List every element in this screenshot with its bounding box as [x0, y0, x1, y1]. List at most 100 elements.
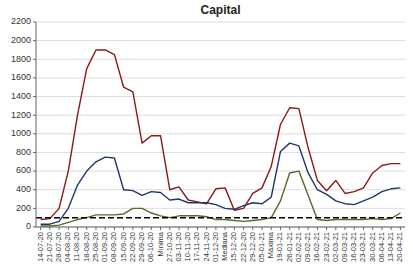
x-tick-label: Mediana	[220, 231, 229, 261]
x-tick	[114, 227, 115, 230]
x-tick-label: 05-01-21	[257, 232, 266, 262]
y-tick-label: 0	[26, 221, 31, 231]
x-tick-label: 06-04-21	[377, 232, 386, 262]
series-line	[41, 143, 401, 224]
y-tick-label: 2200	[11, 16, 31, 26]
x-tick-label: 01-12-20	[211, 232, 220, 262]
threshold-line	[36, 217, 405, 219]
x-tick	[151, 227, 152, 230]
grid-line	[36, 77, 405, 78]
x-tick	[188, 227, 189, 230]
x-tick-label: Mínima	[156, 231, 165, 256]
x-tick	[132, 227, 133, 230]
x-tick-label: 06-10-20	[146, 232, 155, 262]
x-tick-label: 01-09-20	[100, 232, 109, 262]
x-tick-label: 13-04-21	[386, 232, 395, 262]
y-tick-label: 600	[16, 165, 31, 175]
x-tick	[345, 227, 346, 230]
grid-line	[36, 171, 405, 172]
x-tick-label: Máxima	[266, 231, 275, 258]
x-tick	[252, 227, 253, 230]
x-tick-label: 29-09-20	[137, 232, 146, 262]
x-tick	[160, 227, 161, 230]
x-tick	[105, 227, 106, 230]
x-tick-label: 26-01-21	[285, 232, 294, 262]
y-axis-line	[36, 22, 37, 227]
x-tick-label: 15-12-20	[229, 232, 238, 262]
y-axis: 0200400600800100012001400160018002000220…	[11, 16, 405, 231]
x-tick-label: 16-02-21	[312, 232, 321, 262]
x-tick-label: 03-11-20	[174, 232, 183, 261]
x-tick	[234, 227, 235, 230]
x-tick	[381, 227, 382, 230]
grid-line	[36, 208, 405, 209]
x-tick-label: 11-08-20	[72, 232, 81, 261]
x-tick-label: 22-09-20	[128, 232, 137, 262]
grid-line	[36, 189, 405, 190]
x-tick	[354, 227, 355, 230]
plot-area	[36, 50, 405, 226]
x-tick	[68, 227, 69, 230]
x-tick-label: 14-07-20	[36, 232, 45, 262]
grid-line	[36, 96, 405, 97]
x-tick-label: 15-09-20	[119, 232, 128, 262]
x-tick	[206, 227, 207, 230]
x-tick-label: 02-02-21	[294, 232, 303, 262]
x-tick	[169, 227, 170, 230]
x-tick	[215, 227, 216, 230]
chart: 0200400600800100012001400160018002000220…	[0, 0, 413, 271]
y-tick-label: 1200	[11, 110, 31, 120]
x-tick	[49, 227, 50, 230]
x-tick	[225, 227, 226, 230]
y-tick-label: 1400	[11, 91, 31, 101]
grid-line	[36, 133, 405, 134]
title: Capital	[200, 3, 240, 17]
y-tick-label: 800	[16, 147, 31, 157]
x-tick-label: 23-03-21	[358, 232, 367, 262]
x-tick-label: 28-07-20	[54, 232, 63, 262]
y-tick-label: 1600	[11, 72, 31, 82]
grid-line	[36, 152, 405, 153]
x-tick-label: 08-09-20	[109, 232, 118, 262]
x-tick-label: 04-08-20	[63, 232, 72, 262]
x-tick	[326, 227, 327, 230]
x-tick-label: 20-04-21	[395, 232, 404, 262]
y-tick-label: 400	[16, 184, 31, 194]
x-tick	[280, 227, 281, 230]
x-tick	[142, 227, 143, 230]
x-tick-label: 22-12-20	[239, 232, 248, 262]
x-tick	[123, 227, 124, 230]
x-tick-label: 21-07-20	[45, 232, 54, 262]
x-tick-label: 16-03-21	[349, 232, 358, 262]
y-tick-label: 1800	[11, 54, 31, 64]
y-tick-label: 1000	[11, 128, 31, 138]
x-tick	[197, 227, 198, 230]
grid-line	[36, 22, 405, 23]
x-tick	[40, 227, 41, 230]
x-axis-line	[36, 227, 405, 228]
x-tick	[289, 227, 290, 230]
x-tick	[335, 227, 336, 230]
x-tick	[391, 227, 392, 230]
x-tick	[95, 227, 96, 230]
x-tick-label: 18-08-20	[82, 232, 91, 262]
x-tick	[178, 227, 179, 230]
x-tick	[243, 227, 244, 230]
x-tick-label: 02-03-21	[331, 232, 340, 262]
grid-line	[36, 227, 405, 228]
x-tick	[298, 227, 299, 230]
series-line	[41, 50, 401, 220]
x-tick	[372, 227, 373, 230]
x-tick-label: 27-10-20	[165, 232, 174, 262]
x-tick	[77, 227, 78, 230]
y-tick-label: 200	[16, 203, 31, 213]
x-tick-label: 09-03-21	[340, 232, 349, 262]
x-tick-label: 25-08-20	[91, 232, 100, 262]
x-tick	[271, 227, 272, 230]
grid-line	[36, 115, 405, 116]
x-axis: 14-07-2021-07-2028-07-2004-08-2011-08-20…	[36, 227, 405, 262]
x-tick-label: 09-02-21	[303, 232, 312, 262]
x-tick	[400, 227, 401, 230]
x-tick	[262, 227, 263, 230]
grid-line	[36, 40, 405, 41]
